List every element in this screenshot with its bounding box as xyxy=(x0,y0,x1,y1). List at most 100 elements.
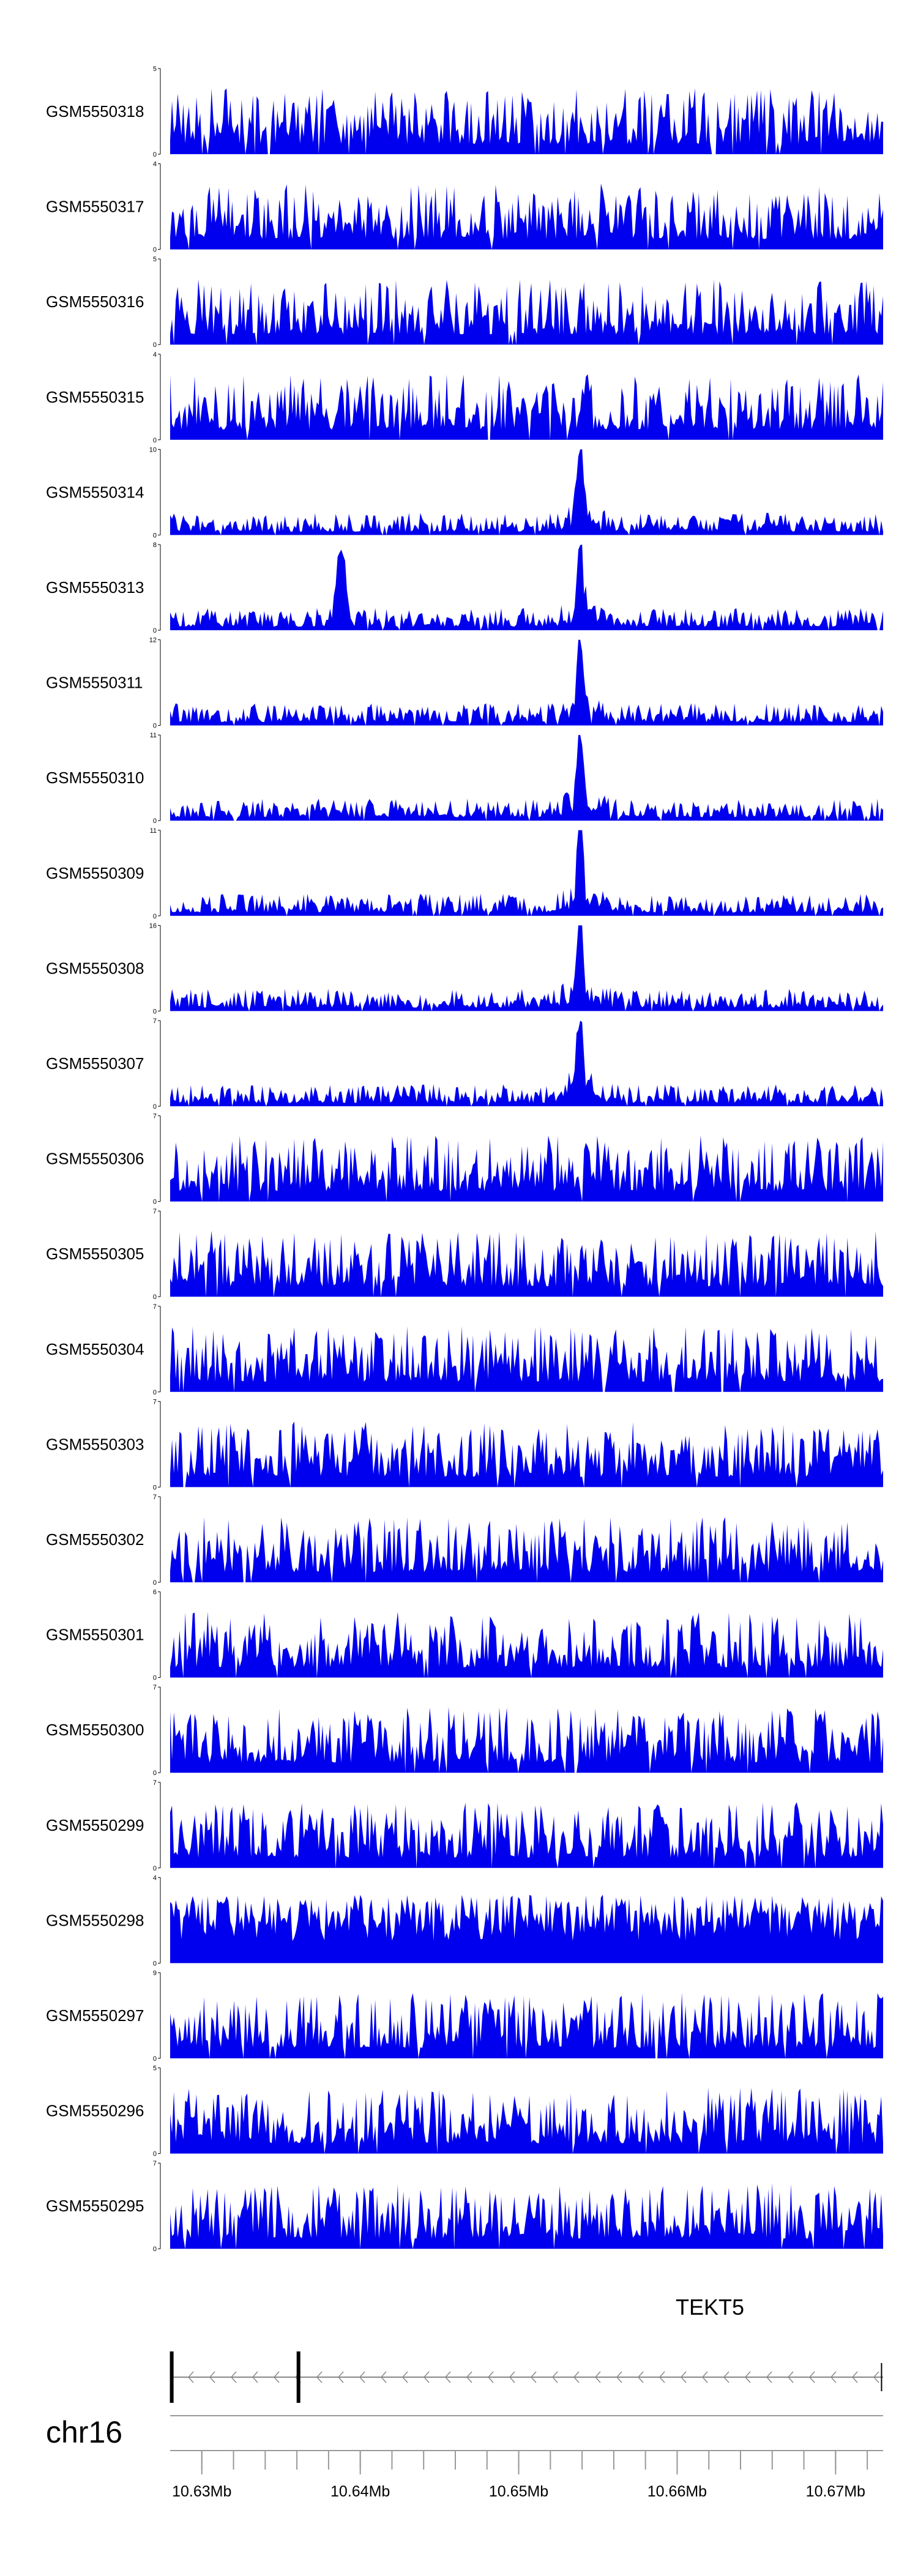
strand-arrow xyxy=(230,2371,237,2383)
coverage-area xyxy=(170,279,883,345)
strand-arrow xyxy=(766,2371,772,2383)
strand-arrow xyxy=(337,2371,344,2383)
strand-arrow xyxy=(830,2371,837,2383)
strand-arrow xyxy=(616,2371,622,2383)
coverage-area xyxy=(170,1230,883,1297)
track-label: GSM5550309 xyxy=(46,864,144,882)
strand-arrow xyxy=(808,2371,815,2383)
y-tick-label-min: 0 xyxy=(153,2246,157,2253)
track-label: GSM5550295 xyxy=(46,2197,144,2215)
coverage-area xyxy=(170,735,883,821)
genome-axis-track: chr16 10.63Mb 10.64Mb 10.65Mb 10.66Mb 10.67M… xyxy=(46,2415,883,2500)
y-tick-label-min: 0 xyxy=(153,437,157,444)
coverage-track: GSM5550306 7 0 xyxy=(46,1113,883,1206)
y-tick-label-max: 9 xyxy=(153,1970,157,1977)
track-label: GSM5550296 xyxy=(46,2102,144,2120)
track-label: GSM5550303 xyxy=(46,1435,144,1453)
strand-arrow xyxy=(252,2371,258,2383)
y-tick-label-min: 0 xyxy=(153,1675,157,1682)
y-tick-label-max: 7 xyxy=(153,1398,157,1405)
coverage-area xyxy=(170,1021,883,1106)
coverage-track: GSM5550299 7 0 xyxy=(46,1779,883,1872)
track-label: GSM5550298 xyxy=(46,1911,144,1929)
strand-arrow xyxy=(723,2371,730,2383)
coverage-area xyxy=(170,545,883,630)
strand-arrow xyxy=(787,2371,794,2383)
track-label: GSM5550299 xyxy=(46,1816,144,1834)
y-tick-label-min: 0 xyxy=(153,2055,157,2063)
y-tick-label-max: 7 xyxy=(153,1113,157,1120)
y-tick-label-max: 5 xyxy=(153,2065,157,2072)
y-tick-label-max: 12 xyxy=(149,637,157,644)
coverage-track: GSM5550297 9 0 xyxy=(46,1970,883,2063)
strand-arrow xyxy=(401,2371,408,2383)
y-tick-label-min: 0 xyxy=(153,247,157,254)
coverage-tracks: GSM555031850GSM555031740GSM555031650GSM5… xyxy=(46,65,883,2253)
coverage-track: GSM5550311 12 0 xyxy=(46,637,883,730)
strand-arrow xyxy=(701,2371,708,2383)
y-tick-label-max: 10 xyxy=(149,446,157,453)
strand-arrow xyxy=(487,2371,494,2383)
strand-arrow xyxy=(444,2371,451,2383)
coverage-track: GSM5550304 7 0 xyxy=(46,1303,883,1396)
strand-arrow xyxy=(209,2371,215,2383)
axis-tick-label: 10.66Mb xyxy=(647,2483,707,2500)
y-tick-label-max: 4 xyxy=(153,161,157,168)
y-tick-label-min: 0 xyxy=(153,1199,157,1206)
y-tick-label-min: 0 xyxy=(153,1865,157,1872)
strand-arrow xyxy=(380,2371,387,2383)
y-tick-label-min: 0 xyxy=(153,151,157,158)
strand-arrow xyxy=(851,2371,858,2383)
gene-exon xyxy=(881,2363,883,2391)
strand-arrow xyxy=(573,2371,580,2383)
coverage-area xyxy=(170,1517,883,1582)
coverage-track: GSM5550296 5 0 xyxy=(46,2065,883,2158)
y-tick-label-max: 7 xyxy=(153,1494,157,1501)
y-tick-label-max: 7 xyxy=(153,1779,157,1787)
y-tick-label-min: 0 xyxy=(153,2151,157,2158)
y-tick-label-min: 0 xyxy=(153,1484,157,1491)
coverage-area xyxy=(170,1612,883,1678)
track-label: GSM5550300 xyxy=(46,1721,144,1739)
y-tick-label-max: 7 xyxy=(153,1303,157,1311)
y-tick-label-max: 11 xyxy=(150,827,157,835)
track-label: GSM5550307 xyxy=(46,1054,144,1073)
y-tick-label-max: 16 xyxy=(149,922,157,929)
y-tick-label-min: 0 xyxy=(153,1770,157,1777)
y-tick-label-min: 0 xyxy=(153,1389,157,1396)
strand-arrow xyxy=(637,2371,644,2383)
strand-arrow xyxy=(680,2371,687,2383)
coverage-area xyxy=(170,374,883,440)
y-tick-label-min: 0 xyxy=(153,817,157,825)
coverage-track: GSM5550317 4 0 xyxy=(46,161,883,254)
coverage-area xyxy=(170,1421,883,1487)
coverage-area xyxy=(170,830,883,916)
coverage-track: GSM5550307 7 0 xyxy=(46,1018,883,1111)
coverage-area xyxy=(170,2087,883,2154)
y-tick-label-max: 4 xyxy=(153,351,157,359)
axis-tick-label: 10.63Mb xyxy=(172,2483,231,2500)
coverage-track: GSM5550305 7 0 xyxy=(46,1208,883,1301)
coverage-area xyxy=(170,184,883,250)
track-label: GSM5550315 xyxy=(46,388,144,406)
strand-arrow xyxy=(551,2371,558,2383)
coverage-track: GSM5550318 5 0 xyxy=(46,65,883,158)
coverage-track: GSM5550310 11 0 xyxy=(46,732,883,825)
coverage-area xyxy=(170,1802,883,1868)
axis-ticks: 10.63Mb 10.64Mb 10.65Mb 10.66Mb 10.67Mb xyxy=(172,2451,868,2500)
coverage-track: GSM5550302 7 0 xyxy=(46,1494,883,1587)
y-tick-label-max: 4 xyxy=(153,1874,157,1882)
coverage-area xyxy=(170,449,883,535)
coverage-area xyxy=(170,1135,883,1202)
coverage-area xyxy=(170,1707,883,1773)
track-label: GSM5550304 xyxy=(46,1340,144,1358)
axis-tick-label: 10.65Mb xyxy=(489,2483,548,2500)
strand-arrow xyxy=(187,2371,194,2383)
coverage-track: GSM5550313 8 0 xyxy=(46,542,883,635)
coverage-track: GSM5550300 7 0 xyxy=(46,1684,883,1777)
y-tick-label-min: 0 xyxy=(153,723,157,730)
y-tick-label-min: 0 xyxy=(153,1579,157,1587)
strand-arrow xyxy=(530,2371,537,2383)
y-tick-label-max: 5 xyxy=(153,256,157,263)
track-label: GSM5550318 xyxy=(46,102,144,121)
